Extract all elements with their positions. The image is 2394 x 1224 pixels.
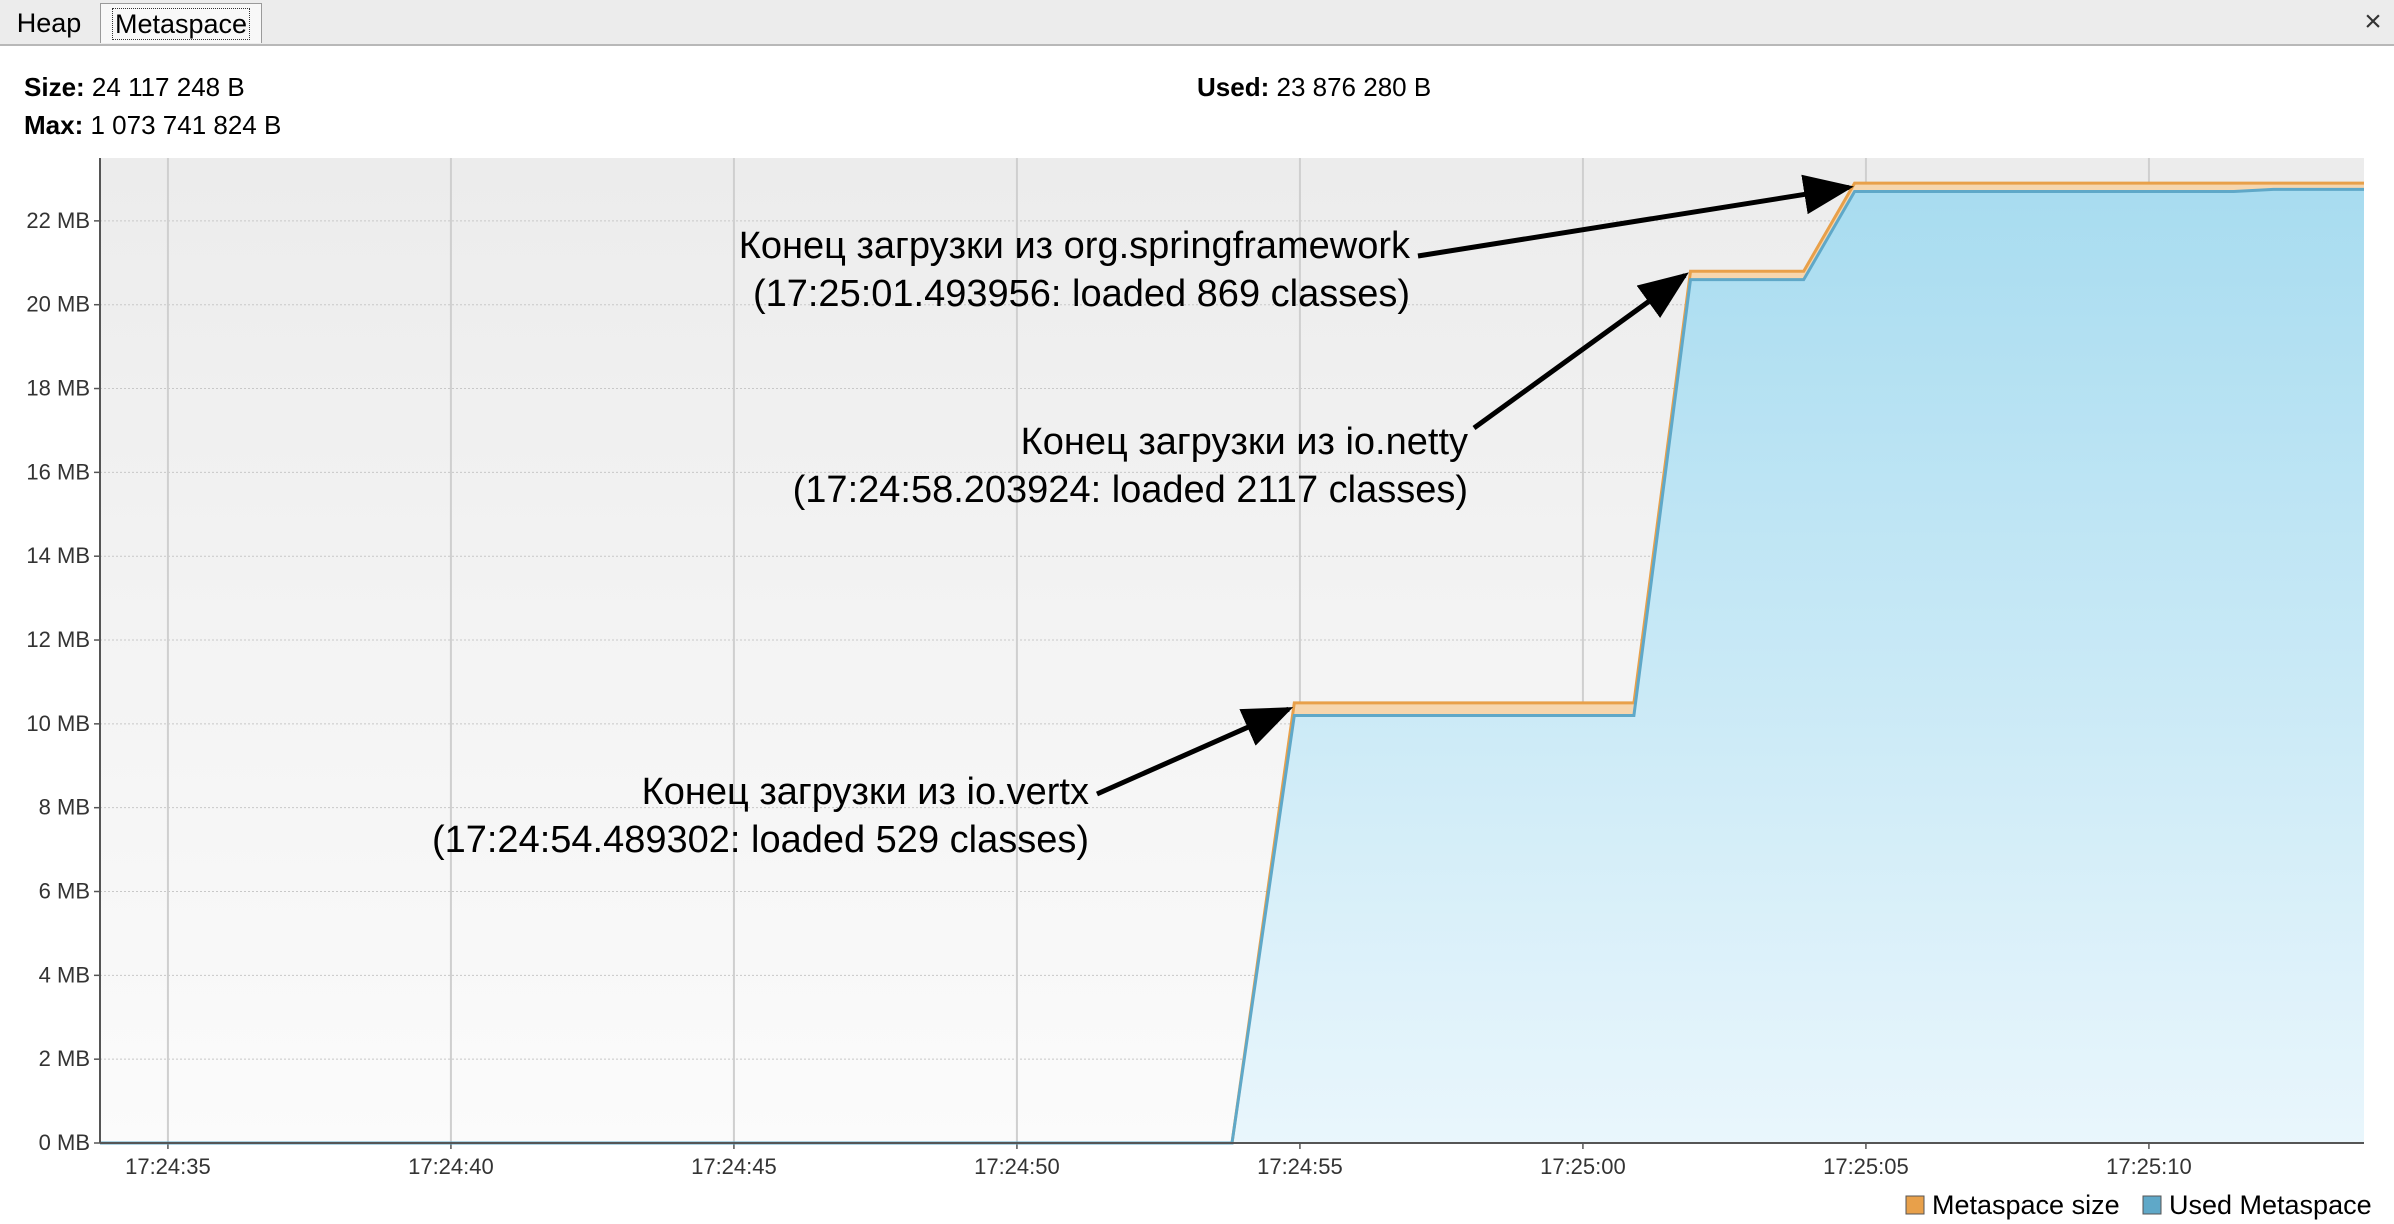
y-tick-label: 6 MB — [39, 879, 90, 904]
legend-swatch — [2142, 1195, 2162, 1215]
x-tick-label: 17:25:10 — [2106, 1154, 2192, 1179]
max-label: Max: — [24, 110, 84, 140]
y-tick-label: 18 MB — [26, 376, 90, 401]
tab-metaspace-label: Metaspace — [111, 8, 251, 40]
annotation-detail: (17:25:01.493956: loaded 869 classes) — [753, 273, 1410, 315]
tab-metaspace[interactable]: Metaspace — [100, 3, 262, 43]
annotation-title: Конец загрузки из org.springframework — [739, 225, 1411, 267]
tab-bar: Heap Metaspace × — [0, 0, 2394, 46]
x-tick-label: 17:24:40 — [408, 1154, 494, 1179]
tab-heap[interactable]: Heap — [16, 8, 82, 38]
x-tick-label: 17:25:05 — [1823, 1154, 1909, 1179]
y-tick-label: 2 MB — [39, 1046, 90, 1071]
y-tick-label: 22 MB — [26, 208, 90, 233]
used-metaspace-area — [100, 189, 2364, 1143]
close-icon[interactable]: × — [2364, 5, 2382, 38]
x-tick-label: 17:25:00 — [1540, 1154, 1626, 1179]
size-label: Size: — [24, 72, 85, 102]
legend-label: Metaspace size — [1932, 1190, 2120, 1220]
x-tick-label: 17:24:50 — [974, 1154, 1060, 1179]
used-label: Used: — [1197, 72, 1270, 102]
used-value: 23 876 280 B — [1276, 72, 1432, 102]
legend-swatch — [1905, 1195, 1925, 1215]
y-tick-label: 20 MB — [26, 292, 90, 317]
legend-label: Used Metaspace — [2169, 1190, 2372, 1220]
size-readout: Size: 24 117 248 B — [24, 72, 245, 102]
x-tick-label: 17:24:45 — [691, 1154, 777, 1179]
size-value: 24 117 248 B — [91, 72, 245, 102]
y-tick-label: 4 MB — [39, 962, 90, 987]
annotation-arrow — [1472, 272, 1689, 431]
annotation-detail: (17:24:54.489302: loaded 529 classes) — [432, 819, 1089, 861]
max-readout: Max: 1 073 741 824 B — [24, 110, 281, 140]
chart-legend: Metaspace size Used Metaspace — [1905, 1190, 2372, 1220]
annotation-arrow — [1095, 706, 1294, 797]
y-tick-label: 12 MB — [26, 627, 90, 652]
annotation-arrow — [1417, 174, 1854, 259]
used-readout: Used: 23 876 280 B — [1197, 72, 1431, 102]
y-tick-label: 8 MB — [39, 795, 90, 820]
y-tick-label: 14 MB — [26, 543, 90, 568]
x-tick-label: 17:24:35 — [125, 1154, 211, 1179]
y-tick-label: 0 MB — [39, 1130, 90, 1155]
y-tick-label: 16 MB — [26, 459, 90, 484]
x-tick-label: 17:24:55 — [1257, 1154, 1343, 1179]
used-metaspace-line — [100, 187, 2364, 1145]
annotation-detail: (17:24:58.203924: loaded 2117 classes) — [793, 469, 1468, 511]
y-tick-label: 10 MB — [26, 711, 90, 736]
max-value: 1 073 741 824 B — [90, 110, 282, 140]
annotation-title: Конец загрузки из io.netty — [1021, 421, 1468, 463]
annotation-title: Конец загрузки из io.vertx — [642, 771, 1089, 813]
